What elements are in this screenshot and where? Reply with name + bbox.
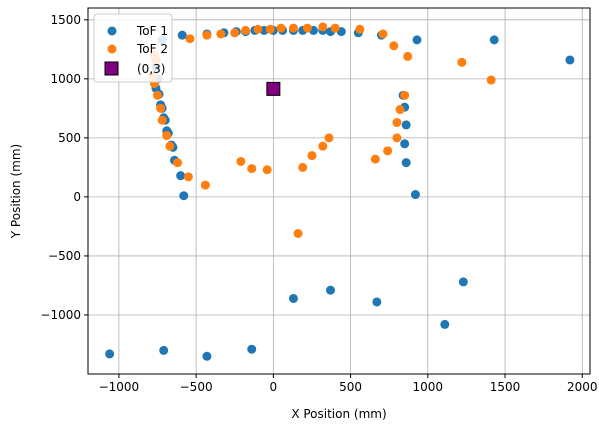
x-tick-label: 0 bbox=[270, 380, 278, 394]
data-point-tof-1 bbox=[440, 319, 450, 329]
data-point-tof-1 bbox=[159, 345, 169, 355]
data-point-tof-2 bbox=[202, 30, 212, 40]
data-point-tof-2 bbox=[157, 115, 167, 125]
data-point-tof-2 bbox=[392, 118, 402, 128]
data-point-tof-2 bbox=[370, 154, 380, 164]
data-point-tof-1 bbox=[489, 35, 499, 45]
data-point-tof-2 bbox=[392, 133, 402, 143]
data-point-tof-2 bbox=[247, 164, 257, 174]
data-point-tof-1 bbox=[372, 297, 382, 307]
data-point-tof-2 bbox=[403, 51, 413, 61]
data-point-tof-2 bbox=[276, 23, 286, 33]
y-tick-label: 1000 bbox=[50, 72, 81, 86]
data-point-tof-2 bbox=[185, 34, 195, 44]
y-axis-label: Y Position (mm) bbox=[9, 144, 23, 239]
data-point-tof-2 bbox=[307, 151, 317, 161]
data-point-tof-1 bbox=[401, 120, 411, 130]
data-point-tof-1 bbox=[105, 349, 115, 359]
data-point-tof-1 bbox=[401, 158, 411, 168]
data-point-tof-1 bbox=[177, 30, 187, 40]
data-point-tof-1 bbox=[176, 171, 186, 181]
y-tick-label: 500 bbox=[58, 131, 81, 145]
data-point-tof-2 bbox=[200, 180, 210, 190]
data-point-tof-1 bbox=[412, 35, 422, 45]
data-point-tof-1 bbox=[410, 190, 420, 200]
x-tick-label: 1000 bbox=[413, 380, 444, 394]
data-point-tof-2 bbox=[457, 57, 467, 67]
data-point-tof-1 bbox=[326, 285, 336, 295]
data-point-tof-2 bbox=[236, 156, 246, 166]
legend-marker-tof1 bbox=[107, 26, 117, 36]
y-tick-label: 1500 bbox=[50, 13, 81, 27]
data-point-0-3 bbox=[266, 81, 281, 96]
data-point-tof-2 bbox=[173, 158, 183, 168]
x-tick-label: 1500 bbox=[490, 380, 521, 394]
y-tick-label: 0 bbox=[73, 190, 81, 204]
data-point-tof-2 bbox=[241, 25, 251, 35]
data-point-tof-1 bbox=[288, 293, 298, 303]
data-points bbox=[105, 22, 575, 361]
data-point-tof-2 bbox=[156, 103, 166, 113]
x-tick-label: −1000 bbox=[99, 380, 140, 394]
x-tick-label: 500 bbox=[339, 380, 362, 394]
data-point-tof-2 bbox=[183, 172, 193, 182]
axis-ticks: −1000 −500 0 500 1000 1500 2000 −1000 −500 0 500 10… bbox=[40, 13, 597, 394]
data-point-tof-2 bbox=[330, 23, 340, 33]
data-point-tof-1 bbox=[202, 351, 212, 361]
legend-label-tof2: ToF 2 bbox=[136, 42, 168, 56]
legend-label-origin: (0,3) bbox=[137, 62, 165, 76]
data-point-tof-2 bbox=[318, 22, 328, 32]
data-point-tof-1 bbox=[565, 55, 575, 65]
data-point-tof-2 bbox=[265, 24, 275, 34]
data-point-tof-2 bbox=[389, 41, 399, 51]
x-tick-label: −500 bbox=[180, 380, 213, 394]
legend-marker-tof2 bbox=[107, 44, 117, 54]
plot-frame bbox=[87, 7, 591, 375]
data-point-tof-1 bbox=[400, 139, 410, 149]
data-point-tof-2 bbox=[162, 131, 172, 141]
data-point-tof-2 bbox=[230, 28, 240, 38]
y-tick-label: −500 bbox=[48, 249, 81, 263]
data-point-tof-1 bbox=[179, 191, 189, 201]
data-point-tof-2 bbox=[253, 24, 263, 34]
data-point-tof-2 bbox=[288, 23, 298, 33]
data-point-tof-2 bbox=[324, 133, 334, 143]
data-point-tof-2 bbox=[318, 141, 328, 151]
data-point-tof-2 bbox=[302, 23, 312, 33]
data-point-tof-2 bbox=[486, 75, 496, 85]
data-point-tof-2 bbox=[153, 90, 163, 100]
legend: ToF 1 ToF 2 (0,3) bbox=[93, 13, 173, 83]
data-point-tof-2 bbox=[355, 24, 365, 34]
data-point-tof-1 bbox=[458, 277, 468, 287]
data-point-tof-2 bbox=[378, 29, 388, 39]
data-point-tof-2 bbox=[165, 141, 175, 151]
data-point-tof-2 bbox=[216, 29, 226, 39]
data-point-tof-2 bbox=[395, 105, 405, 115]
x-axis-label: X Position (mm) bbox=[291, 407, 386, 421]
data-point-tof-1 bbox=[247, 344, 257, 354]
y-tick-label: −1000 bbox=[40, 308, 81, 322]
data-point-tof-2 bbox=[293, 229, 303, 239]
x-tick-label: 2000 bbox=[567, 380, 598, 394]
data-point-tof-2 bbox=[262, 165, 272, 175]
data-point-tof-2 bbox=[383, 146, 393, 156]
data-point-tof-2 bbox=[400, 90, 410, 100]
legend-label-tof1: ToF 1 bbox=[136, 24, 168, 38]
legend-marker-origin bbox=[104, 61, 119, 76]
data-point-tof-2 bbox=[298, 162, 308, 172]
